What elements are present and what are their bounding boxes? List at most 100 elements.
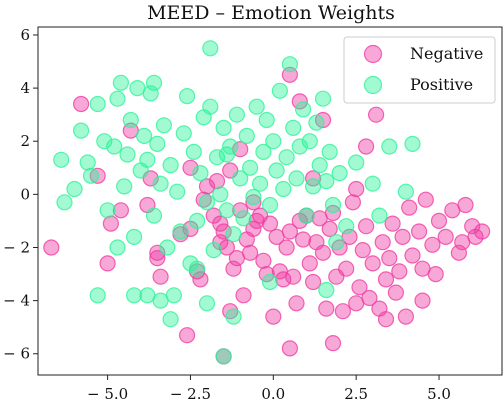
legend-label-negative: Negative [410, 44, 483, 63]
point-negative-51 [321, 220, 338, 237]
point-negative-69 [384, 215, 401, 232]
y-tick-label: − 4 [3, 292, 30, 310]
point-positive-72 [318, 173, 335, 190]
y-tick-label: − 6 [3, 345, 30, 363]
point-negative-27 [242, 244, 259, 261]
point-positive-36 [198, 194, 216, 211]
point-negative-78 [417, 191, 434, 208]
point-negative-24 [232, 202, 249, 219]
point-positive-99 [318, 281, 335, 299]
point-negative-33 [261, 215, 279, 232]
point-positive-10 [112, 74, 130, 91]
point-positive-77 [338, 218, 355, 235]
point-negative-93 [324, 335, 342, 352]
y-tick-label: 6 [20, 26, 30, 44]
point-positive-89 [162, 311, 179, 328]
point-negative-58 [344, 194, 361, 211]
point-positive-17 [136, 127, 153, 144]
point-positive-7 [99, 202, 116, 219]
point-negative-86 [457, 196, 474, 214]
point-positive-49 [242, 159, 259, 176]
y-tick-label: 0 [20, 185, 30, 203]
point-positive-84 [202, 40, 219, 57]
point-positive-9 [109, 90, 126, 107]
point-negative-28 [245, 220, 262, 237]
point-positive-32 [185, 143, 202, 160]
point-positive-39 [208, 149, 226, 166]
point-positive-5 [89, 95, 106, 113]
point-positive-30 [179, 87, 196, 105]
point-negative-43 [295, 231, 312, 248]
point-negative-103 [152, 268, 169, 285]
point-negative-73 [397, 308, 414, 325]
point-negative-2 [89, 167, 106, 184]
point-positive-74 [324, 196, 342, 214]
point-positive-47 [235, 210, 252, 227]
point-positive-76 [331, 165, 348, 182]
point-negative-56 [338, 260, 355, 277]
point-negative-106 [368, 106, 385, 123]
point-positive-95 [109, 239, 126, 256]
point-positive-46 [232, 170, 249, 187]
plot-frame [37, 26, 503, 376]
point-positive-45 [228, 106, 245, 123]
legend-marker-positive [363, 75, 383, 95]
point-negative-3 [99, 255, 116, 272]
point-positive-71 [314, 90, 332, 107]
point-positive-50 [245, 188, 262, 206]
point-negative-62 [358, 218, 375, 235]
point-positive-93 [89, 287, 106, 304]
point-positive-48 [238, 127, 255, 144]
point-negative-37 [275, 271, 292, 288]
point-negative-45 [301, 255, 318, 272]
point-negative-80 [427, 266, 444, 283]
y-axis: 6 4 2 0 − 2 − 4 − 6 [3, 26, 38, 363]
point-negative-19 [215, 223, 232, 240]
point-positive-11 [116, 178, 133, 195]
point-positive-92 [198, 295, 216, 312]
point-negative-67 [377, 271, 395, 288]
point-positive-21 [149, 135, 166, 152]
point-positive-6 [96, 133, 113, 150]
point-negative-70 [387, 284, 404, 301]
point-positive-13 [122, 111, 139, 129]
point-negative-22 [225, 260, 242, 277]
point-positive-98 [261, 273, 279, 291]
point-negative-60 [351, 279, 368, 296]
point-positive-0 [56, 194, 73, 211]
point-positive-96 [189, 260, 206, 277]
point-positive-86 [126, 287, 143, 304]
point-positive-73 [321, 143, 338, 160]
point-positive-63 [288, 170, 305, 187]
point-negative-66 [374, 234, 391, 251]
point-negative-20 [218, 239, 235, 256]
point-negative-102 [102, 215, 120, 232]
point-negative-72 [394, 228, 411, 245]
point-positive-2 [72, 122, 90, 139]
point-positive-91 [215, 348, 232, 365]
point-positive-41 [215, 119, 232, 137]
point-negative-76 [411, 223, 428, 240]
point-positive-65 [295, 101, 312, 118]
point-positive-33 [189, 212, 206, 229]
point-negative-64 [364, 255, 381, 272]
point-positive-4 [82, 167, 100, 184]
point-positive-29 [175, 125, 192, 142]
point-negative-40 [285, 268, 302, 285]
point-negative-25 [235, 287, 252, 304]
point-positive-38 [205, 242, 222, 259]
point-positive-61 [281, 56, 298, 73]
point-positive-37 [202, 98, 219, 115]
point-positive-80 [371, 207, 388, 224]
point-negative-8 [149, 244, 166, 261]
point-positive-1 [66, 180, 83, 198]
point-positive-69 [308, 114, 325, 131]
point-negative-34 [265, 308, 282, 325]
point-negative-108 [245, 194, 262, 211]
point-negative-84 [450, 244, 467, 261]
y-tick-label: 2 [20, 132, 30, 150]
point-positive-8 [106, 138, 123, 155]
x-tick-label: − 5.0 [87, 385, 128, 403]
